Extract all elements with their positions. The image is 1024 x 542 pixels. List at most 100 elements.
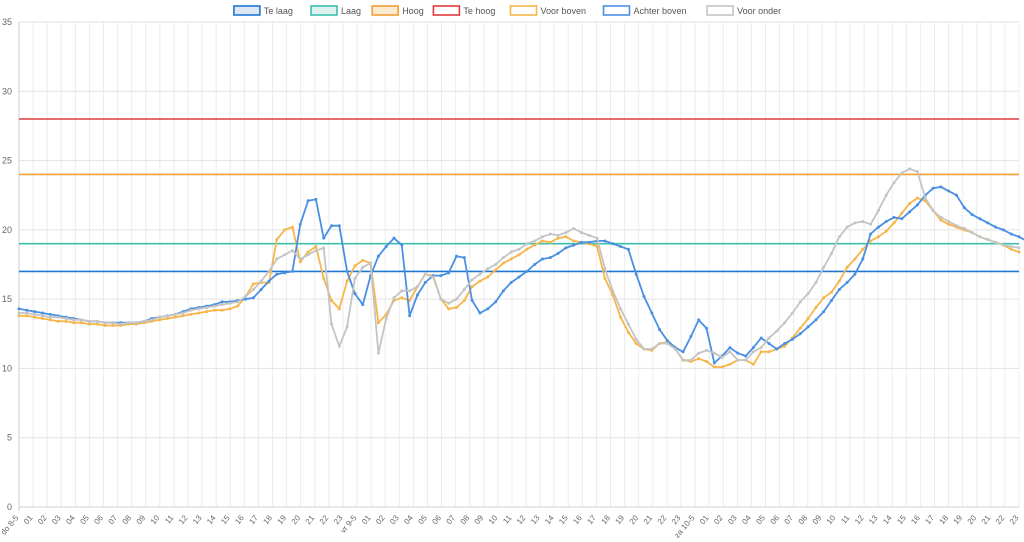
data-point-voor-boven [306,250,310,254]
x-tick-label: 17 [247,513,260,526]
data-point-voor-onder [580,231,583,235]
data-point-voor-onder [415,285,419,289]
data-point-voor-boven [783,344,787,348]
x-tick-label: 10 [487,513,500,526]
legend-item-te-laag[interactable]: Te laag [233,5,293,16]
y-tick-labels: 0 5 10 15 20 25 30 35 [2,17,12,512]
data-point-voor-boven [806,317,810,321]
data-point-voor-boven [915,196,919,200]
data-point-voor-onder [650,347,654,351]
legend-item-voor-onder[interactable]: Voor onder [706,5,781,16]
data-point-voor-onder [478,272,482,276]
data-point-voor-onder [376,351,380,355]
y-tick-label: 0 [7,502,12,512]
data-point-voor-boven [25,314,29,318]
legend-item-laag[interactable]: Laag [310,5,361,16]
legend-item-voor-boven[interactable]: Voor boven [509,5,587,16]
data-point-voor-boven [564,235,568,239]
x-tick-label: 14 [881,513,894,526]
data-point-voor-onder [314,249,318,253]
data-point-voor-onder [720,355,724,359]
data-point-achter-boven [931,186,935,190]
data-point-voor-onder [244,294,248,298]
data-point-achter-boven [650,311,654,315]
data-point-voor-boven [447,307,451,311]
data-point-voor-boven [337,307,341,311]
data-point-voor-boven [64,319,68,323]
data-point-voor-onder [853,221,857,225]
data-point-achter-boven [298,222,302,226]
x-tick-label: vr 9-5 [339,513,359,535]
data-point-voor-boven [908,202,912,206]
data-point-voor-boven [845,265,849,269]
data-point-voor-boven [220,308,224,312]
x-tick-label: 09 [135,513,148,526]
legend-label: Voor onder [737,6,781,16]
data-point-achter-boven [790,337,794,341]
data-point-voor-boven [361,258,365,262]
legend-item-achter-boven[interactable]: Achter boven [602,5,687,16]
x-tick-label: 07 [107,513,120,526]
data-point-achter-boven [283,271,287,275]
x-tick-label: 11 [163,513,176,526]
data-point-voor-onder [384,317,388,321]
data-point-achter-boven [517,275,521,279]
data-point-voor-onder [509,250,513,254]
data-point-achter-boven [939,185,943,189]
data-point-voor-onder [158,315,162,319]
legend-item-te-hoog[interactable]: Te hoog [432,5,495,16]
data-point-voor-boven [87,322,91,326]
data-point-voor-onder [236,300,240,304]
data-point-voor-boven [1017,250,1021,254]
data-point-voor-boven [48,318,52,322]
data-point-achter-boven [220,300,224,304]
data-point-achter-boven [275,272,279,276]
data-point-voor-onder [25,311,29,315]
data-point-achter-boven [322,236,326,240]
data-point-voor-boven [376,321,380,325]
data-point-voor-onder [290,249,294,253]
data-point-voor-boven [900,211,904,215]
data-point-voor-onder [189,308,193,312]
data-point-achter-boven [658,328,662,332]
legend-swatch [509,5,538,16]
x-tick-label: 02 [374,513,387,526]
data-point-voor-onder [939,215,943,219]
series-line-achter-boven [18,185,1024,364]
legend-swatch [310,5,338,16]
data-point-voor-onder [408,289,412,293]
data-point-voor-boven [947,222,951,226]
data-point-voor-onder [431,275,435,279]
x-tick-label: 09 [473,513,486,526]
data-point-achter-boven [962,206,966,210]
data-point-voor-onder [165,314,169,318]
data-point-voor-onder [337,344,341,348]
x-tick-label: 03 [388,513,401,526]
data-point-achter-boven [580,240,583,244]
data-point-voor-onder [220,303,224,307]
data-point-voor-onder [455,297,458,301]
data-point-voor-onder [369,261,373,265]
legend-label: Te laag [264,6,293,16]
data-point-voor-boven [40,317,44,321]
data-point-voor-boven [486,275,490,279]
data-point-achter-boven [908,210,912,214]
x-tick-label: 20 [966,513,979,526]
data-point-voor-boven [705,360,708,363]
legend-item-hoog[interactable]: Hoog [371,5,424,16]
data-point-achter-boven [861,257,865,261]
data-point-achter-boven [244,297,248,301]
data-point-voor-boven [322,276,326,280]
data-point-voor-boven [548,240,552,244]
data-point-achter-boven [259,287,263,291]
data-point-voor-onder [986,238,990,242]
x-tick-label: 23 [1008,513,1021,526]
data-point-voor-onder [923,196,927,200]
x-tick-label: 20 [290,513,303,526]
data-point-achter-boven [392,236,396,240]
data-point-achter-boven [376,254,380,258]
data-point-voor-onder [947,220,951,224]
data-point-achter-boven [736,351,740,355]
data-point-achter-boven [587,240,591,244]
data-point-voor-boven [205,310,208,314]
